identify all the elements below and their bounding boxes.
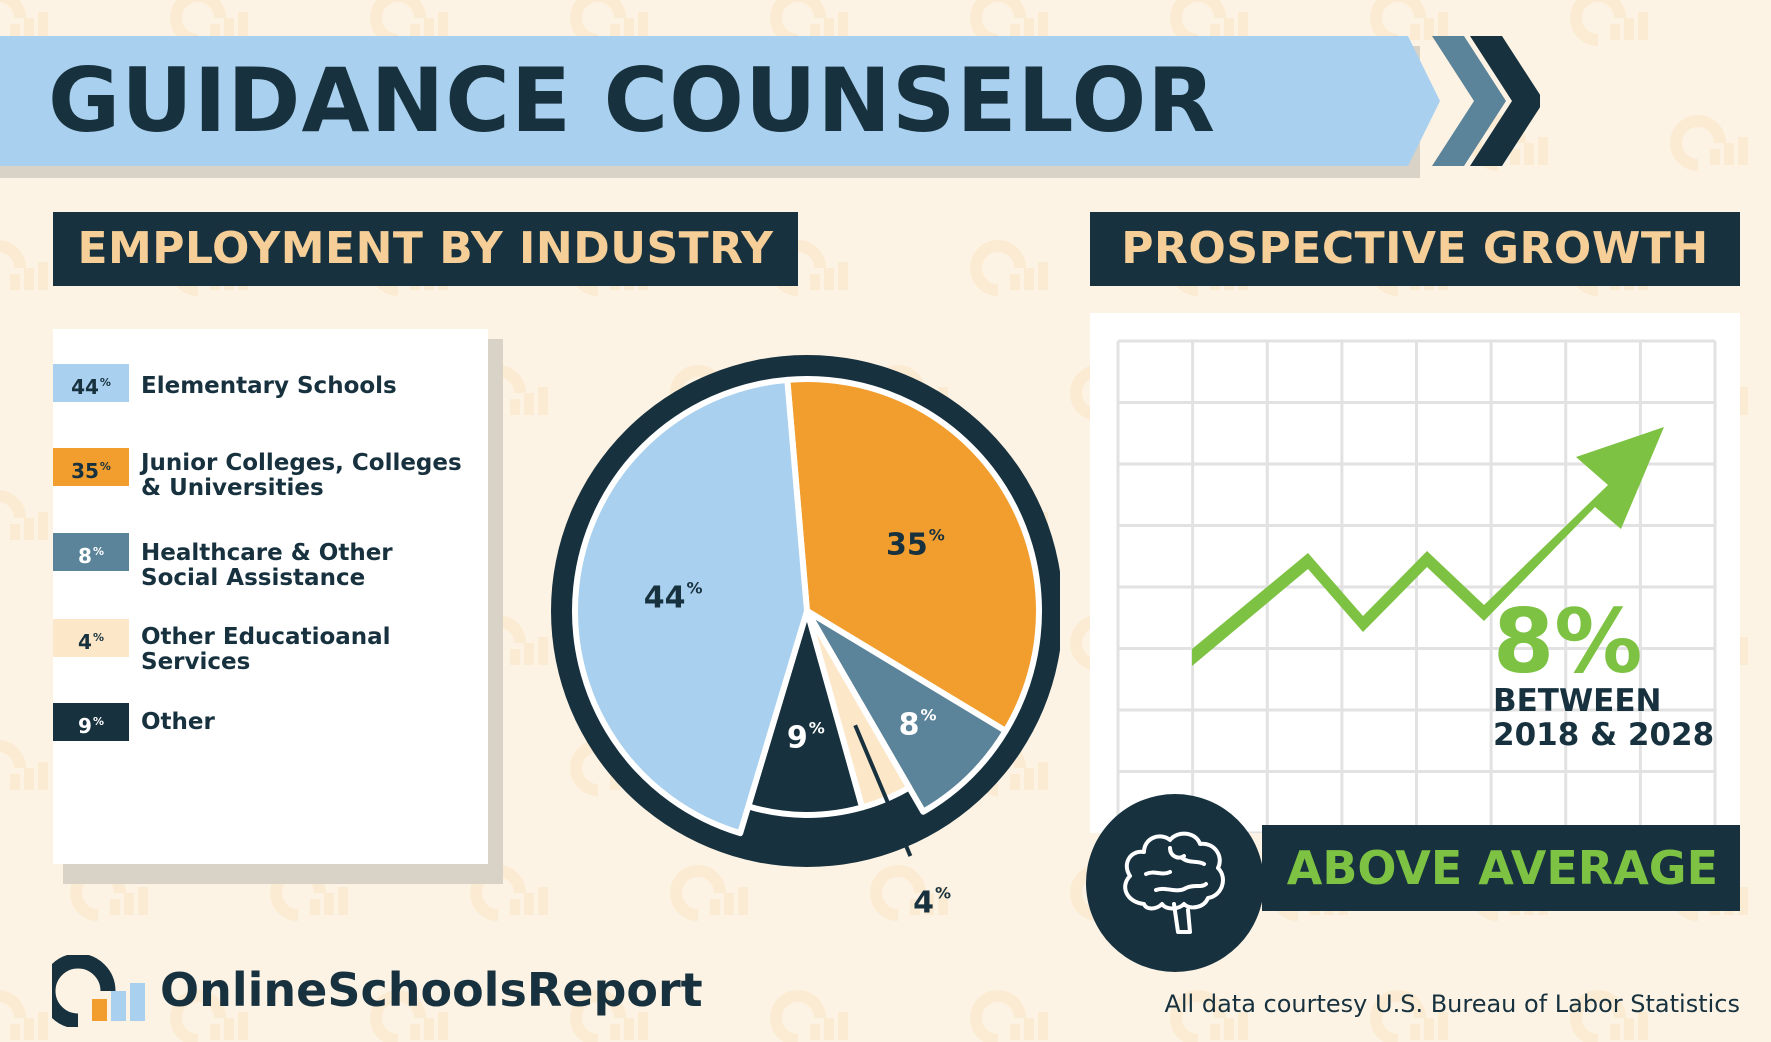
watermark-logo (0, 490, 48, 540)
pie-slice-elementary (572, 376, 810, 837)
legend-label: Other Educatioanal Services (141, 624, 391, 675)
employment-header: EMPLOYMENT BY INDUSTRY (53, 212, 798, 286)
watermark-logo (670, 865, 748, 921)
watermark-logo (970, 990, 1048, 1042)
legend-swatch: 8% (53, 533, 129, 571)
legend-swatch: 44% (53, 364, 129, 402)
watermark-logo (1670, 115, 1748, 171)
logo-icon (52, 955, 145, 1027)
watermark-logo (1170, 0, 1248, 46)
watermark-logo (1370, 990, 1448, 1042)
legend-swatch: 9% (53, 703, 129, 741)
legend-swatch: 35% (53, 448, 129, 486)
brain-badge (1086, 794, 1264, 972)
growth-rating: ABOVE AVERAGE (1262, 825, 1740, 911)
growth-header: PROSPECTIVE GROWTH (1090, 212, 1740, 286)
pie-chart (551, 355, 1060, 867)
title-banner (0, 36, 1440, 166)
logo-text: OnlineSchoolsReport (160, 963, 703, 1017)
watermark-logo (170, 990, 248, 1042)
pie-label-healthcare: 8% (898, 705, 937, 743)
legend-label: Healthcare & Other Social Assistance (141, 540, 393, 591)
brain-icon (1123, 831, 1225, 934)
growth-percentage: 8% (1493, 590, 1643, 693)
source-credit: All data courtesy U.S. Bureau of Labor S… (1164, 990, 1740, 1018)
pie-label-colleges: 35% (885, 525, 945, 563)
legend-panel (53, 329, 488, 864)
pie-slice-colleges (784, 376, 1042, 734)
watermark-logo (170, 0, 248, 46)
growth-arrow-icon (1192, 427, 1664, 666)
watermark-logo (1370, 0, 1448, 46)
watermark-logo (370, 0, 448, 46)
watermark-logo (970, 0, 1048, 46)
page-title: GUIDANCE COUNSELOR (48, 49, 1217, 152)
pie-label-other-educational: 4% (913, 883, 951, 921)
watermark-logo (970, 240, 1048, 296)
growth-period: BETWEEN 2018 & 2028 (1493, 683, 1715, 753)
watermark-logo (770, 990, 848, 1042)
watermark-logo (870, 865, 948, 921)
watermark-logo (570, 990, 648, 1042)
pie-slice-healthcare (804, 608, 1009, 815)
legend-label: Junior Colleges, Colleges & Universities (141, 450, 462, 501)
watermark-logo (0, 0, 48, 40)
watermark-logo (0, 990, 48, 1040)
legend-label: Elementary Schools (141, 373, 397, 399)
watermark-logo (370, 990, 448, 1042)
pie-callout-line (853, 724, 913, 857)
legend-label: Other (141, 709, 215, 735)
legend-swatch: 4% (53, 619, 129, 657)
watermark-logo (0, 240, 48, 290)
watermark-logo (1570, 990, 1648, 1042)
pie-label-other: 9% (786, 718, 825, 756)
watermark-logo (770, 0, 848, 46)
watermark-logo (1170, 990, 1248, 1042)
grid-lines (1116, 339, 1717, 833)
watermark-logo (0, 740, 48, 790)
pie-slice-other (745, 608, 866, 818)
double-chevron-icon (1432, 36, 1540, 166)
watermark-logo (570, 0, 648, 46)
pie-label-elementary: 44% (643, 578, 703, 616)
watermark-logo (1570, 0, 1648, 46)
growth-graphic (1116, 339, 1717, 833)
